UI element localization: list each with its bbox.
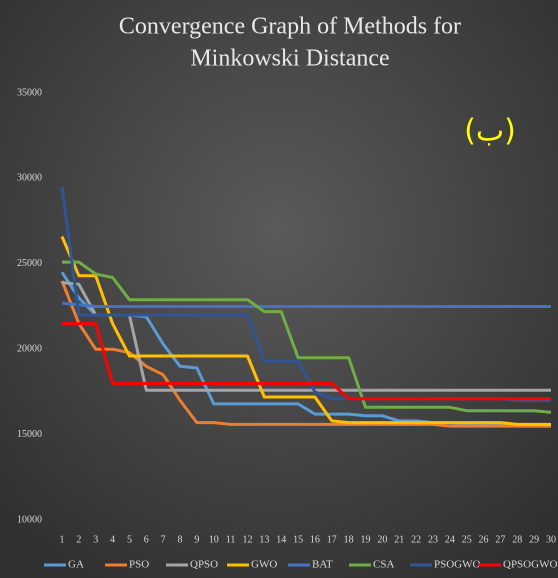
x-tick-label: 4: [110, 534, 115, 545]
x-tick-label: 22: [411, 534, 421, 545]
x-tick-label: 10: [209, 534, 219, 545]
x-tick-label: 7: [161, 534, 166, 545]
x-tick-label: 8: [178, 534, 183, 545]
x-tick-label: 5: [127, 534, 132, 545]
x-tick-label: 12: [242, 534, 252, 545]
x-tick-label: 13: [259, 534, 269, 545]
legend-label: BAT: [312, 559, 333, 571]
series-line: [61, 281, 551, 392]
series-line: [60, 235, 551, 426]
legend-label: CSA: [373, 559, 394, 571]
x-tick-label: 20: [377, 534, 387, 545]
legend-label: GA: [68, 559, 84, 571]
series-line: [62, 260, 552, 414]
series-line: [62, 322, 551, 401]
series-line: [60, 280, 551, 428]
x-tick-label: 11: [226, 534, 236, 545]
y-tick-label: 25000: [17, 258, 42, 269]
series-line: [61, 301, 551, 308]
annotation: (ب): [464, 114, 516, 149]
y-tick-label: 30000: [17, 173, 42, 184]
x-tick-label: 1: [60, 534, 65, 545]
x-tick-label: 17: [327, 534, 337, 545]
y-tick-label: 20000: [17, 343, 42, 354]
x-tick-label: 29: [529, 534, 539, 545]
chart-title: Minkowski Distance: [190, 46, 389, 72]
chart-title: Convergence Graph of Methods for: [119, 14, 461, 40]
x-tick-label: 27: [495, 534, 505, 545]
x-tick-label: 30: [546, 534, 556, 545]
y-tick-label: 10000: [17, 514, 42, 525]
legend-label: PSO: [129, 559, 149, 571]
x-tick-label: 28: [512, 534, 522, 545]
legend-label: QPSOGWO: [503, 559, 557, 571]
x-tick-label: 24: [445, 534, 455, 545]
x-tick-label: 26: [479, 534, 489, 545]
x-tick-label: 21: [394, 534, 404, 545]
x-tick-label: 9: [194, 534, 199, 545]
y-tick-label: 35000: [17, 87, 42, 98]
x-tick-label: 3: [93, 534, 98, 545]
legend-label: GWO: [251, 559, 277, 571]
x-tick-label: 19: [361, 534, 371, 545]
x-tick-label: 16: [310, 534, 320, 545]
y-tick-label: 15000: [17, 429, 42, 440]
x-tick-label: 15: [293, 534, 303, 545]
x-tick-label: 6: [144, 534, 149, 545]
x-tick-label: 2: [76, 534, 81, 545]
legend-label: PSOGWO: [434, 559, 481, 571]
x-tick-label: 23: [428, 534, 438, 545]
x-tick-label: 18: [344, 534, 354, 545]
x-tick-label: 25: [462, 534, 472, 545]
x-tick-label: 14: [276, 534, 286, 545]
legend-label: QPSO: [190, 559, 218, 571]
